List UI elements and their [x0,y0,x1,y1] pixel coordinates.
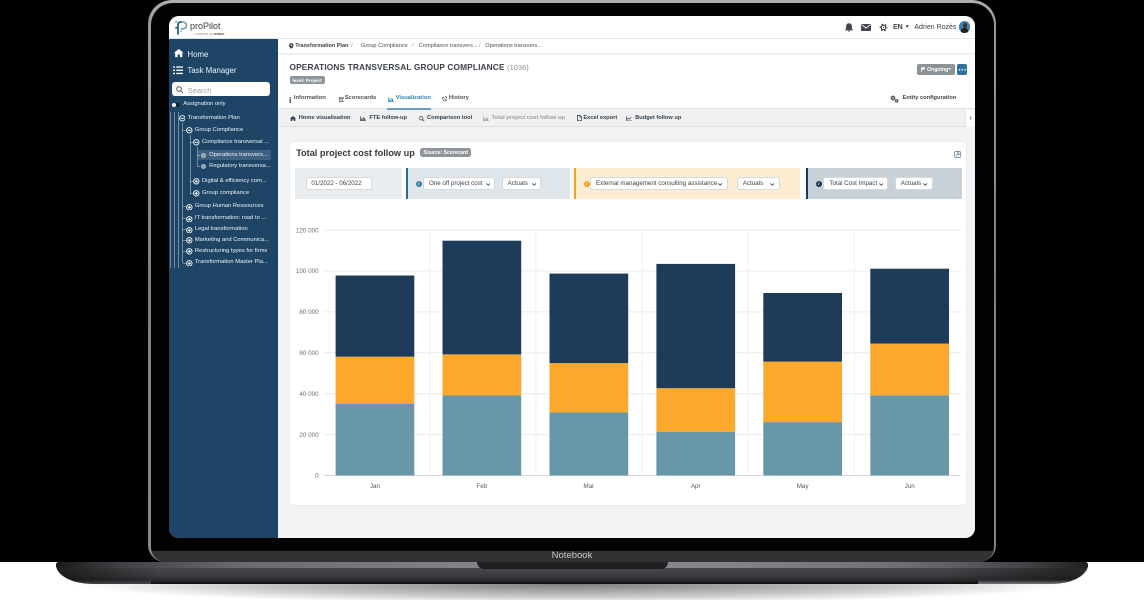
svg-text:20 000: 20 000 [300,432,320,439]
svg-text:Feb: Feb [477,483,488,490]
svg-text:60 000: 60 000 [300,350,320,357]
svg-text:0: 0 [315,473,319,480]
svg-text:Jun: Jun [905,483,916,490]
svg-text:May: May [797,483,810,490]
svg-text:80 000: 80 000 [300,309,320,316]
svg-text:Jan: Jan [370,483,381,490]
svg-text:120 000: 120 000 [296,227,319,234]
svg-text:100 000: 100 000 [296,268,319,275]
svg-text:Mar: Mar [584,483,595,490]
svg-text:40 000: 40 000 [300,391,320,398]
svg-text:Apr: Apr [691,483,701,490]
